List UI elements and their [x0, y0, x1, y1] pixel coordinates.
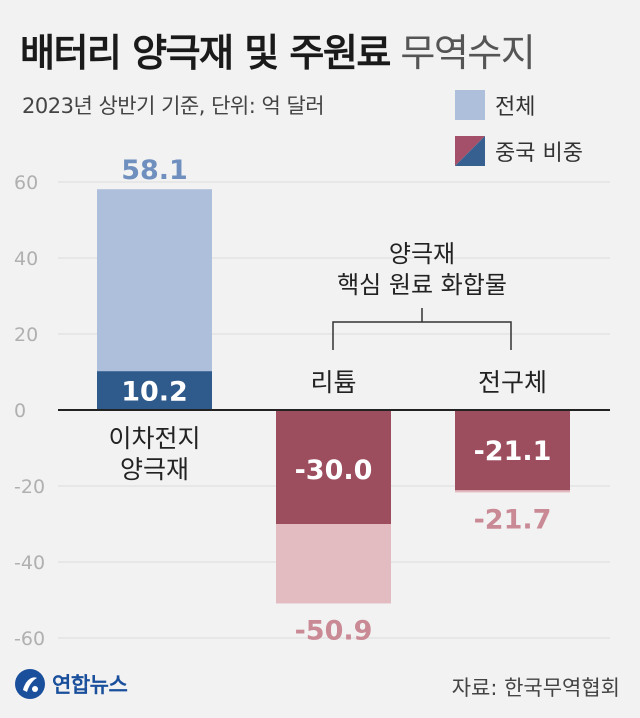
data-label-china: -30.0 — [295, 455, 373, 486]
source-credit: 자료: 한국무역협회 — [451, 676, 620, 700]
chart-subtitle: 2023년 상반기 기준, 단위: 억 달러 — [22, 94, 325, 118]
bar-china — [276, 410, 391, 524]
logo-text: 연합뉴스 — [52, 673, 128, 697]
legend: 전체 중국 비중 — [455, 88, 583, 180]
data-label-total: -50.9 — [295, 615, 373, 646]
legend-swatch-total-icon — [455, 90, 485, 120]
annotation-text: 양극재 — [389, 240, 455, 268]
annotation-bracket — [332, 308, 512, 350]
y-tick-label: -20 — [14, 476, 45, 498]
title-light: 무역수지 — [400, 31, 535, 75]
x-category-label: 양극재 — [120, 455, 189, 484]
y-tick-label: 60 — [14, 172, 38, 194]
x-category-label: 이차전지 — [108, 424, 200, 453]
publisher-logo: 연합뉴스 — [14, 668, 128, 700]
legend-item-total: 전체 — [455, 88, 583, 122]
data-label-total: 58.1 — [121, 155, 188, 186]
y-tick-label: 20 — [14, 324, 38, 346]
bar-china — [97, 371, 212, 410]
data-label-total: -21.7 — [474, 504, 552, 535]
title-bold: 배터리 양극재 및 주원료 — [20, 31, 391, 75]
bar-china — [455, 410, 570, 491]
data-label-china: 10.2 — [121, 377, 188, 408]
legend-swatch-china-icon — [455, 136, 485, 166]
y-tick-label: -60 — [14, 628, 45, 650]
data-label-china: -21.1 — [474, 436, 552, 467]
y-tick-label: -40 — [14, 552, 45, 574]
chart-title: 배터리 양극재 및 주원료 무역수지 — [20, 22, 536, 77]
annotation-text: 핵심 원료 화합물 — [337, 271, 507, 299]
y-tick-label: 0 — [14, 400, 26, 422]
legend-item-china: 중국 비중 — [455, 134, 583, 168]
legend-label-china: 중국 비중 — [495, 141, 583, 166]
y-tick-label: 40 — [14, 248, 38, 270]
legend-label-total: 전체 — [495, 95, 536, 120]
x-category-label: 전구체 — [478, 368, 547, 397]
yonhap-logo-icon — [15, 669, 45, 699]
x-category-label: 리튬 — [310, 368, 356, 397]
